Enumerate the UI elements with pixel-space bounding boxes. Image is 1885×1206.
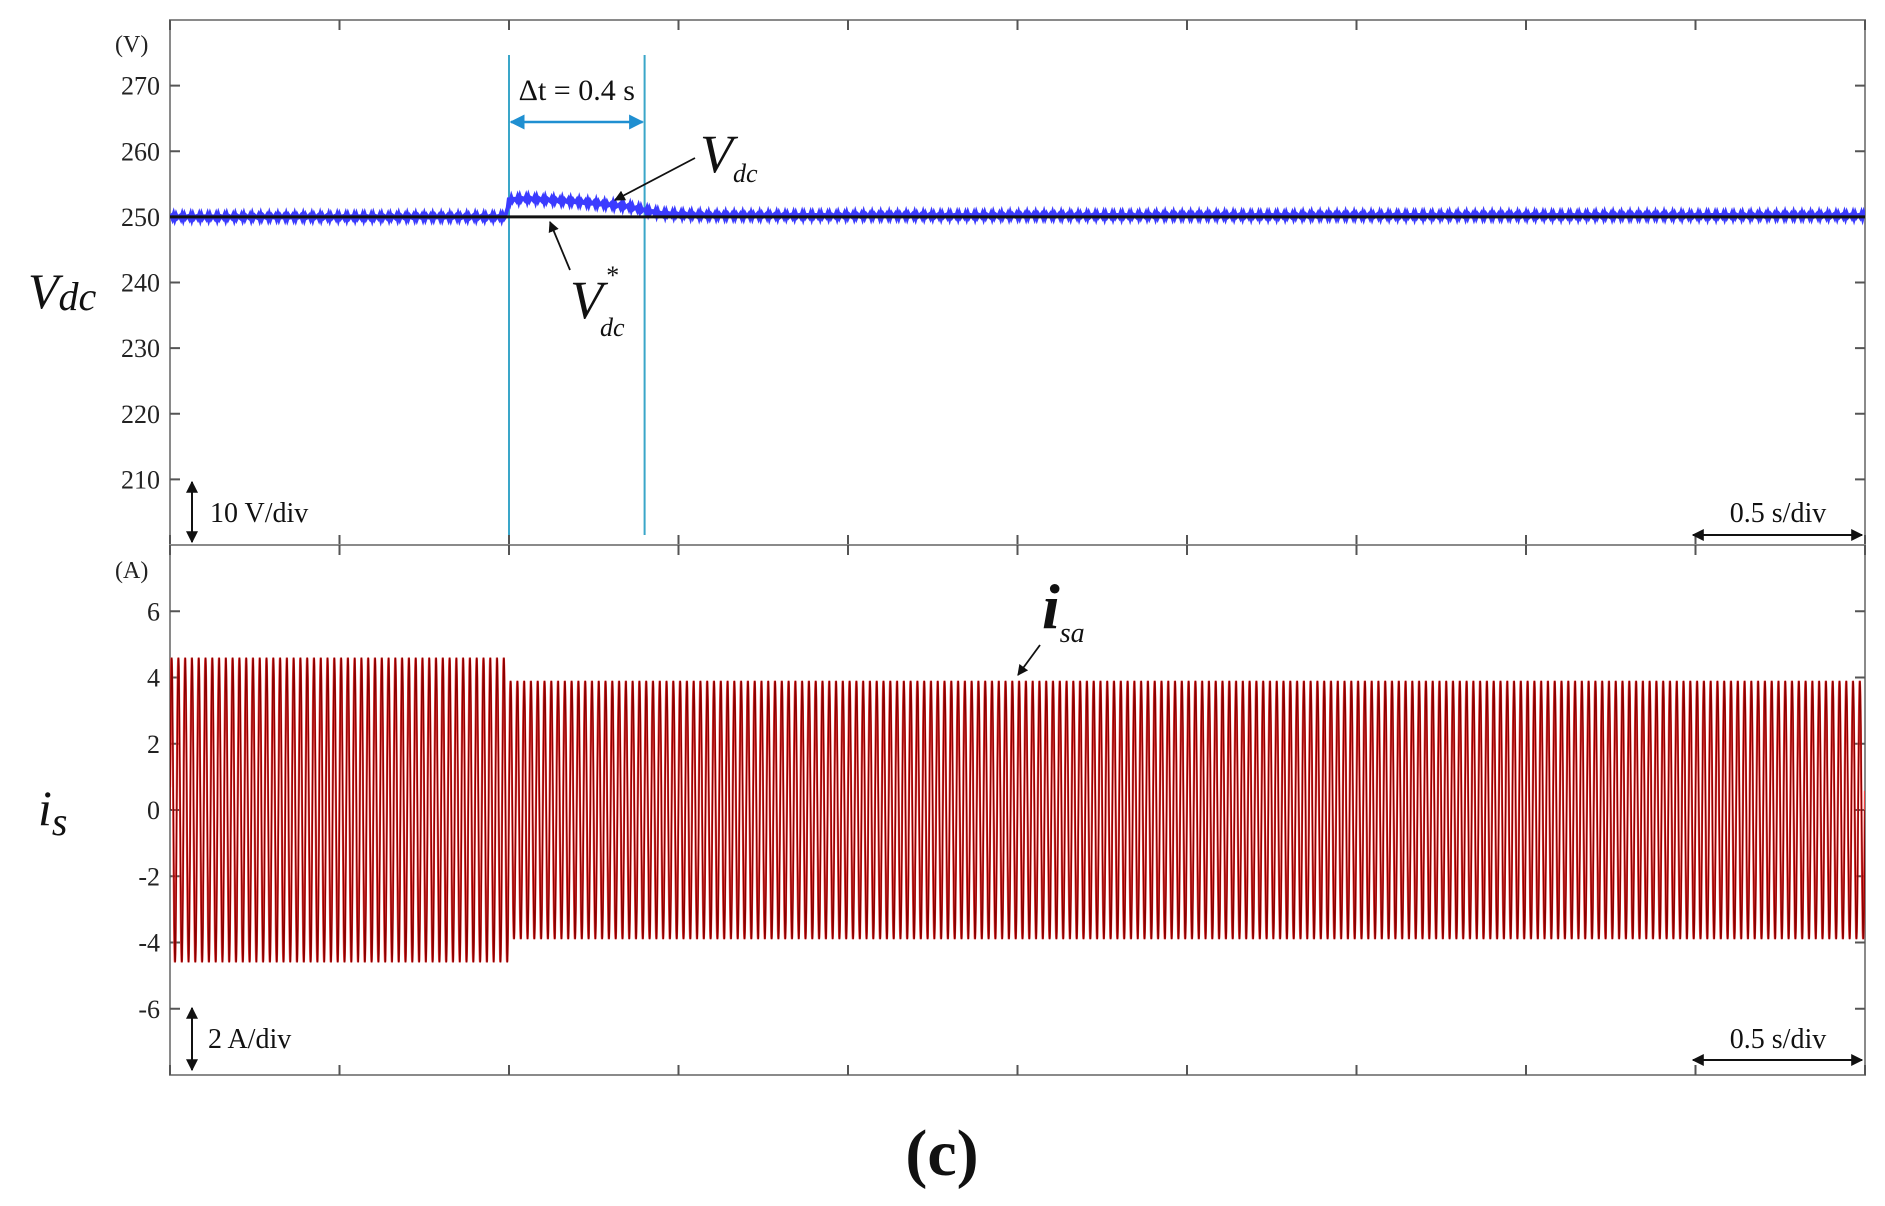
current-ytick-label: 0 [147,796,160,825]
vdc-panel: 210 220 230 240 250 260 270 (V) Vdc Δt = 0.4 s… [28,19,1866,546]
vdc-measured-annotation-main: V [700,124,739,184]
vdc-vertical-scale-label: 10 V/div [210,498,308,529]
current-ytick-label: 4 [147,664,160,693]
current-x-ticks [169,545,1866,1075]
current-pointer [1017,644,1041,676]
vdc-ytick-label: 260 [121,137,160,166]
vdc-unit-label: (V) [115,32,148,58]
current-annotation: isa [1042,571,1085,649]
vdc-measured-annotation: Vdc [700,124,758,188]
vdc-ytick-label: 250 [121,203,160,232]
vdc-axis-label-sub: dc [59,274,97,319]
vdc-time-scale-label: 0.5 s/div [1730,498,1826,529]
current-axis-label: is [38,780,67,844]
delta-t-label: Δt = 0.4 s [519,74,635,107]
current-time-scale-label: 0.5 s/div [1730,1024,1826,1055]
vdc-y-ticks: 210 220 230 240 250 260 270 [121,72,1865,494]
vdc-axis-label: Vdc [28,263,97,319]
vdc-x-ticks [169,20,1866,545]
current-y-ticks: -6 -4 -2 0 2 4 6 [138,597,1865,1024]
current-ytick-label: -2 [138,862,160,891]
vdc-ytick-label: 270 [121,72,160,101]
vdc-reference-annotation-sup: * [605,261,618,290]
vdc-axis-label-main: V [28,263,64,319]
vdc-cursor-lines [508,55,646,535]
vdc-measured-annotation-sub: dc [733,159,758,188]
figure-caption: (c) [905,1117,978,1190]
vdc-ytick-label: 210 [121,465,160,494]
vdc-ytick-label: 240 [121,269,160,298]
vdc-measured-pointer [614,157,696,201]
current-ytick-label: -6 [138,995,160,1024]
vdc-ytick-label: 220 [121,400,160,429]
current-waveform [170,657,1865,963]
current-ytick-label: 6 [147,597,160,626]
vdc-reference-annotation-main: V [570,270,609,330]
vdc-ytick-label: 230 [121,334,160,363]
vdc-reference-pointer [548,221,571,271]
vdc-reference-annotation: V* dc [570,261,625,342]
current-ytick-label: -4 [138,929,160,958]
current-annotation-sub: sa [1060,618,1085,649]
current-ytick-label: 2 [147,730,160,759]
current-vertical-scale-label: 2 A/div [208,1024,291,1055]
vdc-reference-annotation-sub: dc [600,313,625,342]
current-unit-label: (A) [115,558,148,584]
vdc-plot-frame [169,19,1866,546]
current-axis-label-sub: s [52,799,68,844]
current-annotation-main: i [1042,571,1060,642]
current-axis-label-main: i [38,780,52,836]
